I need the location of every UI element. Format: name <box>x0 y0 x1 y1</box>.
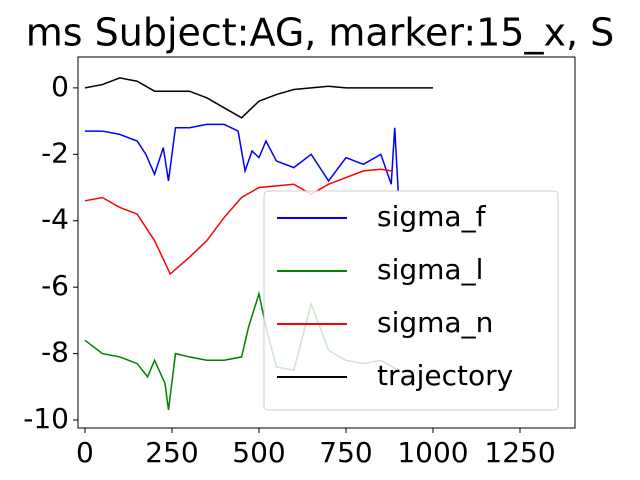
x-tick-label: 750 <box>319 436 372 469</box>
legend-label: sigma_n <box>377 306 493 339</box>
y-tick-label: 0 <box>51 70 69 103</box>
x-tick-label: 0 <box>76 436 94 469</box>
legend-label: sigma_f <box>377 200 487 233</box>
chart-title: ms Subject:AG, marker:15_x, S <box>26 11 615 55</box>
series-line <box>84 77 433 119</box>
y-tick-label: -2 <box>41 136 69 169</box>
series-line <box>84 168 392 276</box>
y-tick-label: -4 <box>41 203 69 236</box>
y-tick-label: -10 <box>23 402 69 435</box>
legend-label: trajectory <box>377 359 513 392</box>
x-tick-label: 1000 <box>397 436 468 469</box>
legend: sigma_f sigma_l sigma_n trajectory <box>263 190 559 411</box>
y-tick-label: -6 <box>41 269 69 302</box>
legend-label: sigma_l <box>377 253 483 286</box>
legend-box <box>263 190 559 411</box>
y-tick-label: -8 <box>41 336 69 369</box>
x-tick-label: 250 <box>145 436 198 469</box>
x-tick-label: 500 <box>232 436 285 469</box>
series-line <box>84 123 399 191</box>
x-tick-label: 1250 <box>484 436 555 469</box>
